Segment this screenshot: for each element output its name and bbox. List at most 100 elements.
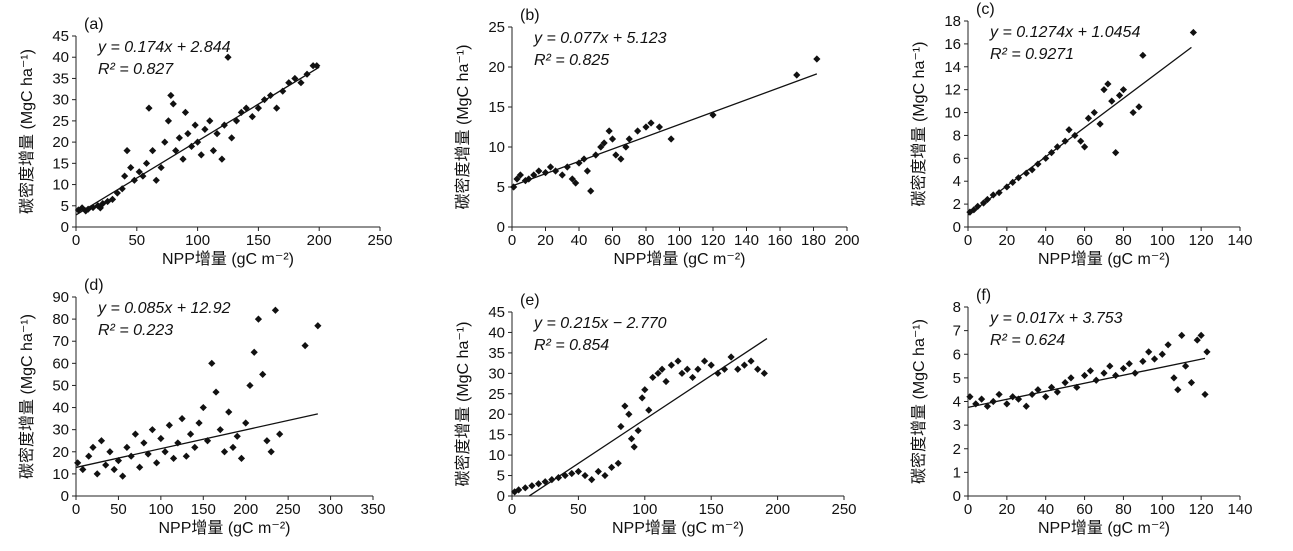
data-point bbox=[1003, 400, 1011, 408]
data-point bbox=[608, 135, 617, 143]
data-point bbox=[131, 430, 139, 438]
x-tick-label: 100 bbox=[1150, 501, 1175, 518]
data-point bbox=[654, 369, 662, 377]
x-tick-label: 0 bbox=[964, 501, 972, 518]
y-tick-label: 10 bbox=[488, 139, 505, 156]
y-tick-label: 70 bbox=[52, 333, 69, 350]
data-point bbox=[97, 437, 106, 445]
x-tick-label: 120 bbox=[700, 232, 725, 249]
y-tick-label: 60 bbox=[52, 355, 69, 372]
y-tick-label: 20 bbox=[52, 134, 69, 151]
data-point bbox=[627, 435, 636, 443]
data-point bbox=[260, 96, 269, 104]
data-point bbox=[218, 155, 226, 163]
data-point bbox=[169, 100, 177, 108]
data-point bbox=[600, 139, 608, 147]
y-tick-label: 20 bbox=[488, 406, 505, 423]
y-axis-label: 碳密度增量 (MgC ha⁻¹) bbox=[454, 322, 472, 487]
data-point bbox=[978, 395, 986, 403]
x-tick-label: 100 bbox=[185, 232, 210, 249]
panel-label: (d) bbox=[84, 277, 104, 294]
data-point bbox=[535, 167, 543, 175]
chart-panel: 0 5 10 15 20 25 0 20 40 60 80 100 120 140 160 180 200 (b)… bbox=[454, 7, 860, 268]
data-point bbox=[220, 448, 229, 456]
data-point bbox=[263, 437, 271, 445]
data-point bbox=[152, 176, 160, 184]
data-point bbox=[1139, 357, 1147, 365]
data-point bbox=[248, 113, 256, 121]
data-point bbox=[229, 443, 237, 451]
data-point bbox=[1042, 154, 1050, 162]
y-tick-label: 4 bbox=[953, 173, 961, 190]
data-point bbox=[242, 419, 250, 427]
data-point bbox=[1158, 350, 1166, 358]
data-point bbox=[700, 357, 709, 365]
panel-label: (a) bbox=[84, 16, 104, 33]
data-point bbox=[74, 459, 82, 467]
data-point bbox=[974, 202, 982, 210]
data-point bbox=[1067, 374, 1075, 382]
data-point bbox=[1112, 149, 1120, 157]
y-tick-label: 40 bbox=[488, 324, 505, 341]
x-tick-label: 0 bbox=[508, 232, 516, 249]
data-point bbox=[683, 365, 691, 373]
y-tick-label: 30 bbox=[52, 92, 69, 109]
x-tick-label: 0 bbox=[508, 501, 516, 518]
data-point bbox=[157, 163, 165, 172]
y-axis-label: 碳密度增量 (MgC ha⁻¹) bbox=[454, 45, 472, 210]
y-tick-label: 30 bbox=[488, 365, 505, 382]
y-tick-label: 0 bbox=[497, 219, 505, 236]
panel-label: (e) bbox=[520, 292, 540, 309]
data-point bbox=[186, 430, 195, 438]
data-point bbox=[145, 104, 153, 112]
y-tick-label: 0 bbox=[953, 219, 961, 236]
data-point bbox=[617, 155, 625, 163]
data-point bbox=[233, 432, 241, 440]
data-point bbox=[1182, 362, 1190, 370]
y-tick-label: 8 bbox=[953, 127, 961, 144]
data-point bbox=[1080, 143, 1089, 151]
x-tick-label: 0 bbox=[72, 501, 80, 518]
y-tick-label: 15 bbox=[488, 99, 505, 116]
data-point bbox=[630, 443, 638, 451]
data-point bbox=[511, 488, 519, 496]
y-axis-label: 碳密度增量 (MgC ha⁻¹) bbox=[910, 42, 928, 207]
y-tick-label: 45 bbox=[52, 28, 69, 45]
data-point bbox=[79, 465, 87, 474]
data-point bbox=[187, 142, 196, 150]
data-point bbox=[1003, 183, 1011, 191]
x-axis-label: NPP增量 (gC m⁻²) bbox=[613, 250, 745, 268]
data-point bbox=[89, 203, 97, 212]
data-point bbox=[167, 91, 175, 100]
data-point bbox=[510, 183, 518, 191]
data-point bbox=[110, 465, 118, 474]
x-tick-label: 200 bbox=[765, 501, 790, 518]
y-tick-label: 6 bbox=[953, 346, 961, 363]
data-point bbox=[153, 459, 161, 467]
y-tick-label: 30 bbox=[52, 422, 69, 439]
data-point bbox=[89, 443, 97, 451]
data-point bbox=[195, 419, 203, 427]
r-squared: R² = 0.624 bbox=[990, 332, 1065, 349]
trendline bbox=[75, 66, 320, 216]
data-point bbox=[587, 187, 595, 195]
panel-label: (c) bbox=[976, 1, 995, 18]
data-point bbox=[1125, 360, 1133, 368]
x-tick-label: 20 bbox=[537, 232, 554, 249]
data-point bbox=[689, 373, 697, 382]
data-point bbox=[813, 55, 821, 63]
regression-equation: y = 0.174x + 2.844 bbox=[97, 39, 231, 56]
data-point bbox=[119, 472, 127, 480]
r-squared: R² = 0.854 bbox=[534, 337, 609, 354]
data-point bbox=[674, 357, 682, 365]
data-point bbox=[135, 168, 143, 176]
data-point bbox=[309, 62, 317, 70]
y-tick-label: 2 bbox=[953, 196, 961, 213]
data-point bbox=[1061, 137, 1069, 145]
data-point bbox=[127, 163, 135, 172]
data-point bbox=[1028, 166, 1036, 174]
y-tick-label: 16 bbox=[944, 36, 961, 53]
r-squared: R² = 0.9271 bbox=[990, 46, 1074, 63]
x-tick-label: 100 bbox=[632, 501, 657, 518]
